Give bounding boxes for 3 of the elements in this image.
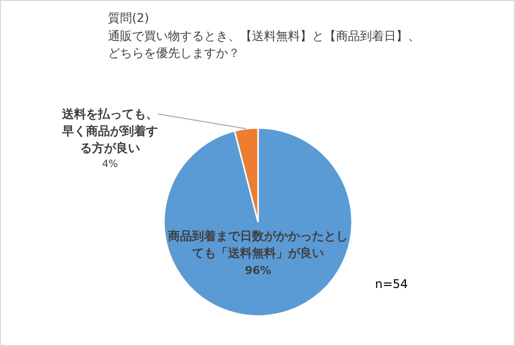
subtitle: 通販で買い物するとき、【送料無料】と【商品到着日】、どちらを優先しますか？ (108, 29, 420, 60)
title: 質問(2) (108, 11, 149, 25)
annotation: n=54 (375, 277, 408, 291)
